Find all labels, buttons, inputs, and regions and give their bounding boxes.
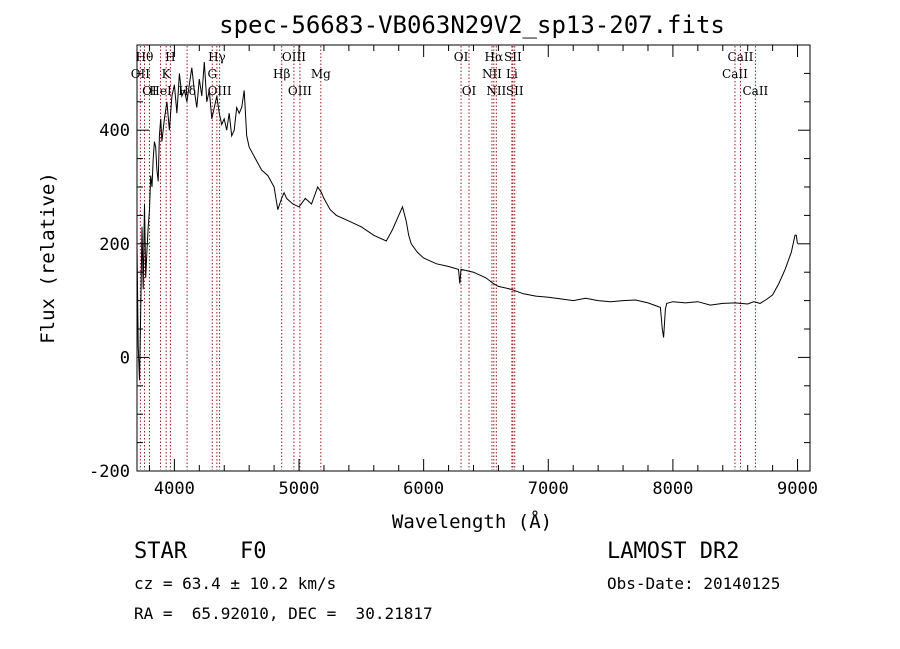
coordinates: RA = 65.92010, DEC = 30.21817 [134,604,433,623]
spectral-line-label: CaII [728,50,754,64]
spectral-line-label: NII [482,67,502,81]
survey-label: LAMOST DR2 [607,539,740,564]
spectral-line-label: Hα [485,50,504,64]
object-class: STAR [134,539,187,564]
spectral-line-label: CaII [742,84,768,98]
spectral-line-label: Hθ [136,50,154,64]
y-tick-label: 400 [99,121,130,141]
spectral-line-label: H [165,50,175,64]
x-axis-ticks: 4000 5000 6000 7000 8000 9000 [148,45,818,499]
spectral-line-labels: OIIHθOIHeIKHHδGHγOIIIHβOIIIOIIIMgOIOINII… [131,50,769,98]
spectral-line-label: NII [486,84,506,98]
spectral-line-label: Li [506,67,518,81]
spectral-line-label: OIII [288,84,312,98]
spectral-line-label: OI [462,84,477,98]
object-subclass: F0 [240,539,267,564]
x-tick-label: 8000 [652,479,693,499]
spectral-line-label: CaII [722,67,748,81]
y-tick-label: -200 [89,462,130,482]
spectral-line-label: OII [131,67,151,81]
spectral-line-label: Mg [311,67,331,81]
x-tick-label: 4000 [154,479,195,499]
obs-date: Obs-Date: 20140125 [607,574,781,593]
chart-title: spec-56683-VB063N29V2_sp13-207.fits [219,11,725,39]
y-tick-label: 0 [120,348,130,368]
spectral-lines [139,46,756,470]
x-tick-label: 5000 [279,479,320,499]
spectral-line-label: SII [504,50,522,64]
spectral-line-label: G [207,67,217,81]
y-axis-ticks: -200 0 200 400 [89,44,810,482]
x-tick-label: 7000 [528,479,569,499]
spectrum-series-line [136,61,798,381]
spectral-line-label: OI [454,50,469,64]
spectral-line-label: OIII [208,84,232,98]
x-tick-label: 9000 [777,479,818,499]
redshift-value: cz = 63.4 ± 10.2 km/s [134,574,337,593]
x-axis-label: Wavelength (Å) [392,510,552,533]
spectral-line-label: HeI [149,84,172,98]
y-tick-label: 200 [99,235,130,255]
x-tick-label: 6000 [403,479,444,499]
spectral-line-label: K [162,67,172,81]
spectral-line-label: Hγ [208,50,226,64]
spectral-line-label: SII [506,84,524,98]
plot-frame [136,44,811,472]
spectral-line-label: Hβ [273,67,290,81]
spectral-line-label: OIII [282,50,306,64]
y-axis-label: Flux (relative) [37,172,59,344]
spectral-line-label: OI [142,84,157,98]
